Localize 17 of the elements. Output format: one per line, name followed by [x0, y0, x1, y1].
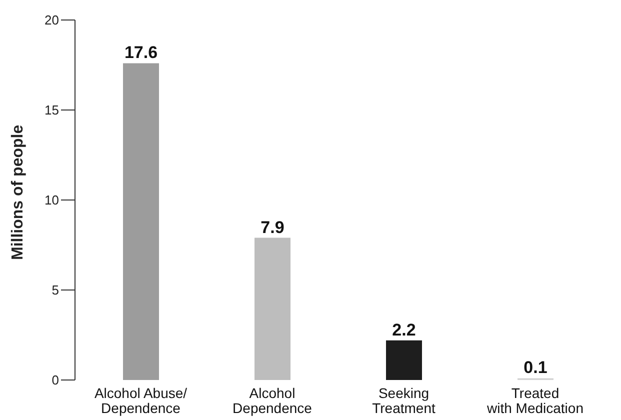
bar	[386, 340, 422, 380]
bar	[254, 238, 290, 380]
y-tick-label: 5	[52, 282, 59, 298]
y-tick-label: 10	[44, 192, 59, 208]
x-tick-label: Alcohol Abuse/ Dependence	[94, 385, 188, 416]
x-tick-label: Treated with Medication	[486, 385, 584, 416]
data-label: 17.6	[124, 43, 158, 62]
y-axis-title: Millions of people	[10, 124, 27, 260]
data-label: 7.9	[260, 218, 284, 237]
data-label: 0.1	[524, 358, 548, 378]
x-tick-label: Alcohol Dependence	[232, 385, 312, 416]
data-label: 2.2	[392, 320, 416, 340]
y-tick-label: 20	[44, 12, 59, 28]
x-tick-label: Seeking Treatment	[372, 385, 436, 416]
y-tick-label: 15	[44, 102, 59, 118]
y-tick-label: 0	[52, 372, 59, 388]
bar	[123, 63, 159, 380]
